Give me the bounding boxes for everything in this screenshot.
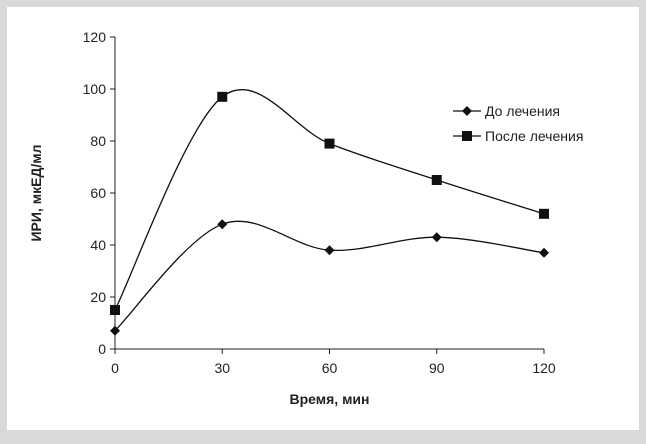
y-tick-label: 80 (90, 133, 106, 149)
chart-frame: 0 20 40 60 80 100 120 0 30 60 90 120 До лечения Посл… (7, 7, 639, 430)
axes: 0 20 40 60 80 100 120 0 30 60 90 120 (83, 29, 556, 376)
x-tick-label: 30 (214, 360, 230, 376)
y-tick-label: 40 (90, 237, 106, 253)
x-tick-label: 60 (322, 360, 338, 376)
data-point (431, 175, 442, 185)
series-line (114, 220, 545, 332)
series-2 (110, 89, 549, 315)
legend-label: До лечения (485, 103, 560, 119)
y-tick-label: 0 (98, 341, 106, 357)
series-1 (110, 219, 549, 336)
legend-item: До лечения (453, 103, 560, 119)
data-point (217, 91, 228, 102)
x-tick-label: 0 (111, 360, 119, 376)
data-point (110, 305, 120, 315)
data-point (217, 219, 228, 230)
data-point (324, 245, 335, 256)
diamond-icon (462, 106, 472, 116)
series-line (114, 89, 545, 311)
y-tick-label: 20 (90, 289, 106, 305)
data-point (110, 325, 120, 336)
data-point (324, 138, 335, 149)
x-tick-label: 120 (532, 360, 556, 376)
legend-item: После лечения (453, 128, 583, 144)
data-point (431, 232, 442, 243)
legend-label: После лечения (485, 128, 583, 144)
line-chart: 0 20 40 60 80 100 120 0 30 60 90 120 До лечения Посл… (28, 29, 583, 407)
y-tick-label: 120 (83, 29, 107, 45)
legend: До лечения После лечения (453, 103, 583, 144)
x-tick-label: 90 (429, 360, 445, 376)
y-tick-label: 100 (83, 81, 107, 97)
data-point (539, 208, 549, 219)
series-layer (110, 89, 549, 336)
x-axis-title: Время, мин (290, 391, 370, 407)
data-point (539, 247, 549, 258)
square-icon (462, 131, 472, 141)
y-tick-label: 60 (90, 185, 106, 201)
y-axis-title: ИРИ, мкЕД/мл (28, 144, 44, 241)
